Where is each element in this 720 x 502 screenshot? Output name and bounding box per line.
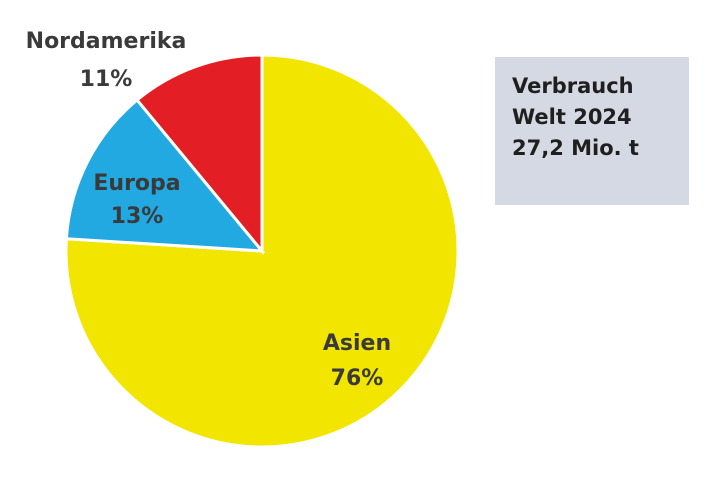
slice-value-europa: 13%	[111, 204, 164, 229]
slice-value-nordamerika: 11%	[80, 67, 133, 92]
slice-label-europa: Europa	[93, 171, 180, 196]
pie-slice-europa	[64, 97, 266, 253]
slice-value-asien: 76%	[331, 366, 384, 391]
slice-label-asien: Asien	[323, 331, 391, 356]
info-box-line-2: Welt 2024	[512, 105, 632, 129]
pie-slice-nordamerika	[134, 53, 264, 256]
info-box-line-1: Verbrauch	[512, 74, 634, 98]
info-box: Verbrauch Welt 2024 27,2 Mio. t	[495, 57, 689, 205]
pie-labels: Asien 76% Europa 13% Nordamerika 11%	[26, 29, 391, 391]
pie-slices	[64, 53, 460, 449]
info-box-line-3: 27,2 Mio. t	[512, 136, 639, 160]
slice-label-nordamerika: Nordamerika	[26, 29, 187, 54]
pie-slice-asien	[64, 53, 460, 449]
